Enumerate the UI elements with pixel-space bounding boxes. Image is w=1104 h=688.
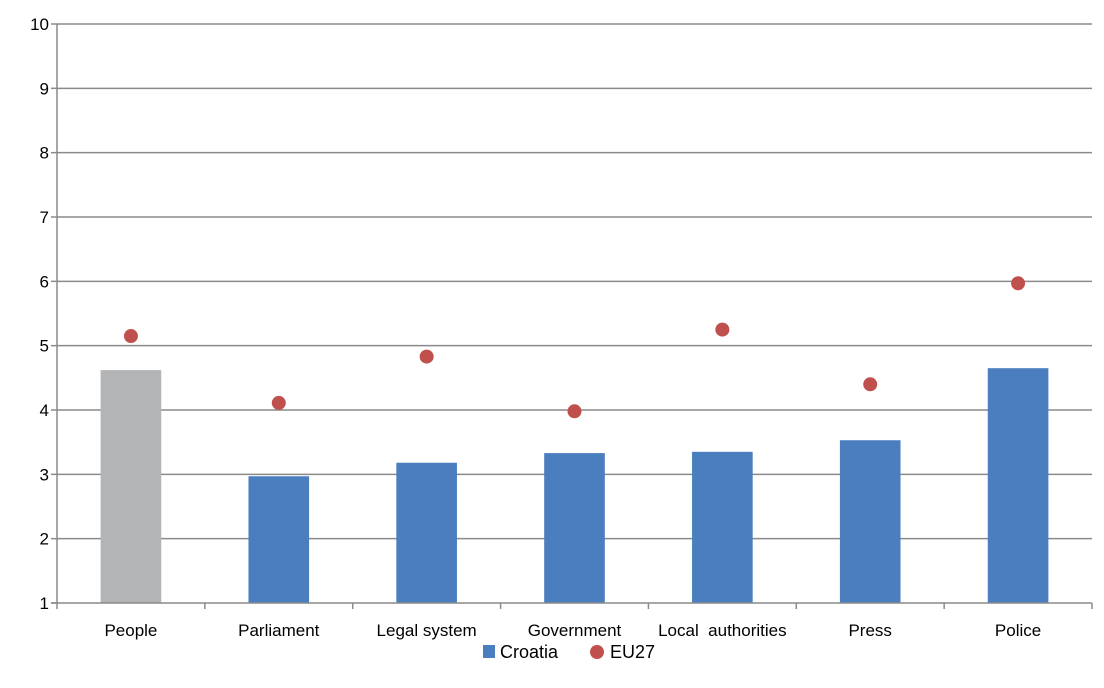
legend: Croatia EU27 <box>483 642 655 662</box>
point <box>419 349 434 364</box>
grid-lines <box>57 23 1092 540</box>
x-tick-label: Legal system <box>377 621 477 640</box>
x-tick-labels: People Parliament Legal system Government Lo… <box>104 621 1041 640</box>
x-tick-label: Press <box>848 621 891 640</box>
bar <box>544 453 605 603</box>
y-tick-label: 2 <box>40 530 49 549</box>
y-tick-label: 5 <box>40 337 49 356</box>
point <box>715 322 730 337</box>
points <box>123 276 1026 419</box>
bars <box>100 368 1049 603</box>
bar <box>839 440 901 603</box>
point <box>123 329 138 344</box>
point <box>271 395 286 410</box>
axes <box>51 23 1093 609</box>
bar <box>987 368 1049 603</box>
bar <box>100 370 162 603</box>
y-tick-label: 1 <box>40 594 49 613</box>
x-tick-label: Government <box>528 621 622 640</box>
y-tick-label: 7 <box>40 208 49 227</box>
y-tick-label: 4 <box>40 401 49 420</box>
y-tick-labels: 1 2 3 4 5 6 7 8 9 10 <box>30 15 49 613</box>
bar <box>396 462 457 603</box>
y-tick-label: 3 <box>40 465 49 484</box>
point <box>863 377 878 392</box>
legend-swatch-eu27 <box>590 645 604 659</box>
point <box>567 404 582 419</box>
x-tick-label: Police <box>995 621 1041 640</box>
x-tick-label: Parliament <box>238 621 320 640</box>
bar <box>248 476 310 603</box>
y-tick-label: 6 <box>40 272 49 291</box>
x-tick-label: People <box>104 621 157 640</box>
bar <box>692 451 753 603</box>
legend-swatch-croatia <box>483 645 495 658</box>
legend-label-eu27: EU27 <box>610 642 655 662</box>
y-tick-label: 9 <box>40 79 49 98</box>
legend-label-croatia: Croatia <box>500 642 559 662</box>
x-tick-label: Local authorities <box>658 621 787 640</box>
y-tick-label: 8 <box>40 144 49 163</box>
y-tick-label: 10 <box>30 15 49 34</box>
point <box>1011 276 1026 291</box>
